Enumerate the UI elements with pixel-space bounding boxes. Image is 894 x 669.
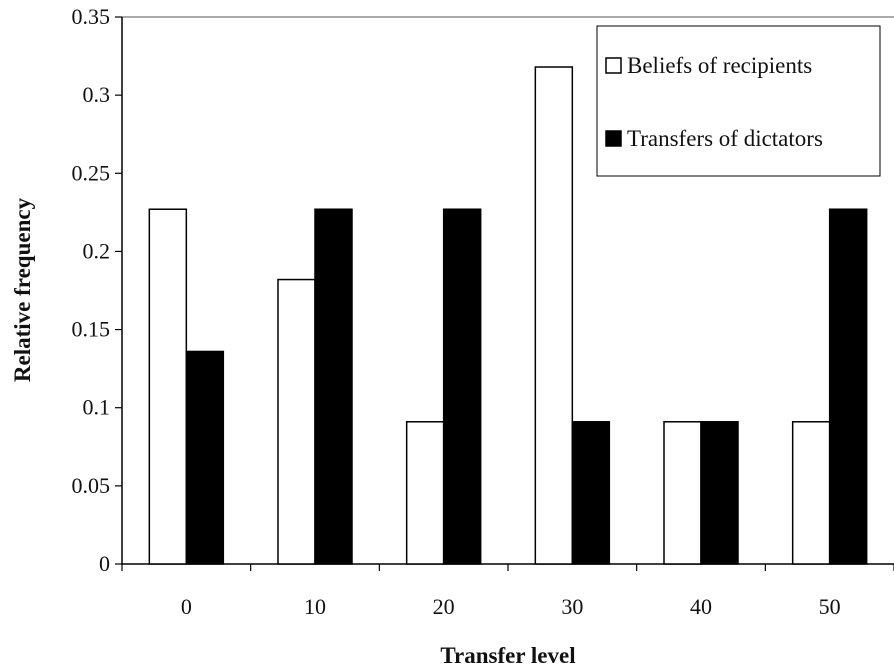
y-tick-label: 0.25 <box>72 160 111 185</box>
bar-beliefs-10 <box>277 278 316 565</box>
bar-transfers-30 <box>571 421 611 565</box>
x-axis-title: Transfer level <box>440 643 575 668</box>
y-tick-label: 0.3 <box>83 82 111 107</box>
x-tick-label: 10 <box>304 594 326 619</box>
y-tick-label: 0.1 <box>83 395 111 420</box>
bar-beliefs-30 <box>534 66 574 565</box>
legend-swatch-transfers <box>605 130 622 147</box>
y-tick-label: 0.35 <box>72 4 111 29</box>
legend-label-beliefs: Beliefs of recipients <box>627 53 812 78</box>
bars <box>148 66 868 565</box>
bar-transfers-20 <box>442 208 482 565</box>
y-tick-label: 0.15 <box>72 317 111 342</box>
legend: Beliefs of recipients Transfers of dicta… <box>596 25 881 177</box>
x-tick-label: 30 <box>561 594 583 619</box>
bar-transfers-50 <box>828 208 868 565</box>
x-tick-label: 0 <box>181 594 192 619</box>
legend-label-transfers: Transfers of dictators <box>627 126 823 151</box>
y-axis: 0 0.05 0.1 0.15 0.2 0.25 0.3 0.35 <box>72 4 894 576</box>
x-tick-label: 50 <box>819 594 841 619</box>
legend-swatch-beliefs <box>605 57 622 74</box>
x-tick-label: 20 <box>433 594 455 619</box>
bar-transfers-40 <box>700 421 739 565</box>
bar-transfers-10 <box>314 208 353 565</box>
bar-beliefs-20 <box>405 421 445 565</box>
y-tick-label: 0.2 <box>83 238 111 263</box>
bar-beliefs-40 <box>663 421 702 565</box>
y-tick-label: 0.05 <box>72 473 111 498</box>
y-tick-label: 0 <box>99 551 110 576</box>
bar-beliefs-50 <box>791 421 831 565</box>
bar-beliefs-0 <box>148 208 188 565</box>
y-axis-title: Relative frequency <box>10 197 35 382</box>
x-axis: 0 10 20 30 40 50 <box>121 563 894 619</box>
legend-box <box>596 25 881 177</box>
x-tick-label: 40 <box>690 594 712 619</box>
bar-transfers-0 <box>185 350 225 565</box>
